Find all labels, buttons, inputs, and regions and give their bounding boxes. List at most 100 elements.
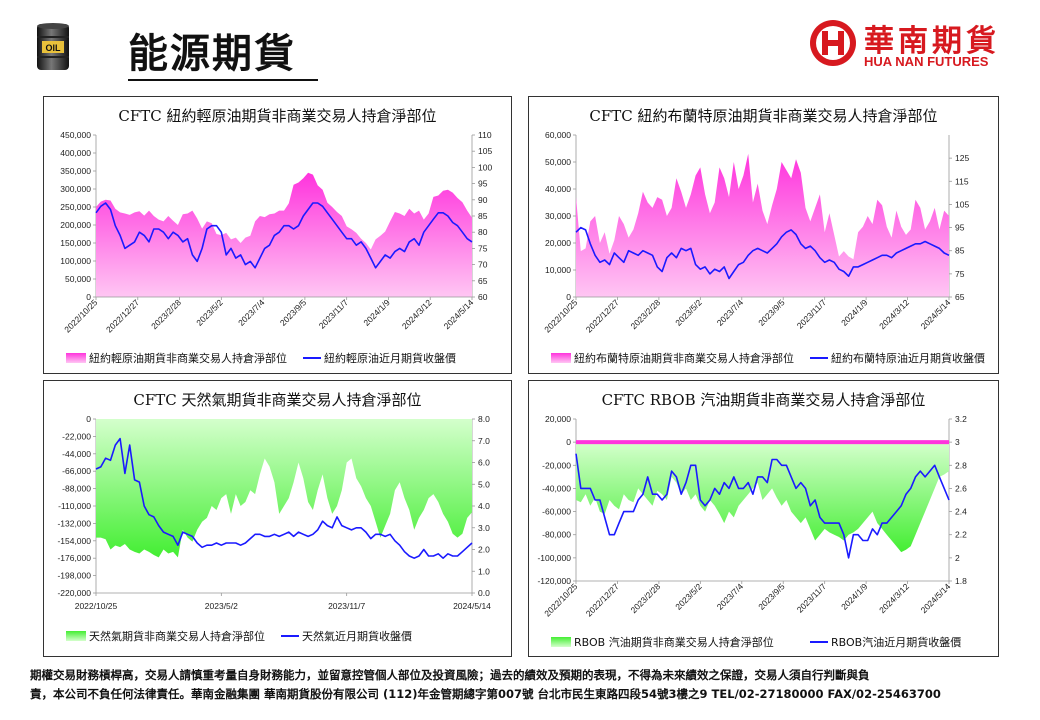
x-tick-label: 2023/11/7 (795, 581, 829, 615)
x-tick-label: 2023/5/2 (205, 601, 238, 611)
x-tick-label: 2023/2/28 (628, 297, 662, 331)
zero-band (576, 440, 949, 445)
y-tick-label-left: -120,000 (537, 576, 571, 586)
y-tick-label-left: 60,000 (545, 130, 571, 140)
oil-barrel-icon: OIL (36, 22, 70, 72)
y-tick-label-right: 105 (955, 199, 969, 209)
logo-text-zh: 華南期貨 (864, 24, 1000, 59)
x-tick-label: 2022/12/27 (584, 297, 621, 334)
x-tick-label: 2023/7/4 (715, 297, 746, 328)
line-series-brent (575, 226, 950, 280)
y-tick-label-right: 5.0 (478, 479, 490, 489)
barrel-label: OIL (46, 43, 62, 53)
line-series-natgas (95, 437, 473, 559)
y-tick-label-left: 450,000 (60, 130, 91, 140)
y-tick-label-left: 40,000 (545, 184, 571, 194)
y-tick-label-right: 1.8 (955, 576, 967, 586)
chart-rbob: CFTC RBOB 汽油期貨非商業交易人持倉淨部位 -120,000 -100,00… (537, 391, 967, 649)
x-tick-label: 2023/9/5 (756, 297, 787, 328)
y-tick-label-left: 10,000 (545, 265, 571, 275)
y-tick-label-right: 2.6 (955, 483, 967, 493)
y-tick-label-right: 3.0 (478, 523, 490, 533)
y-tick-label-right: 7.0 (478, 436, 490, 446)
y-tick-label-right: 85 (955, 246, 965, 256)
y-tick-label-left: -60,000 (542, 507, 571, 517)
y-tick-label-right: 2.0 (478, 545, 490, 555)
area-series-natgas (96, 419, 472, 558)
y-tick-label-right: 75 (955, 269, 965, 279)
line-series-rbob (575, 453, 950, 559)
area-series-rbob (576, 442, 949, 553)
chart-title: CFTC 紐約輕原油期貨非商業交易人持倉淨部位 (118, 107, 436, 125)
y-tick-label-left: 20,000 (545, 414, 571, 424)
x-tick-label: 2022/10/25 (542, 581, 579, 618)
legend-label-area: 天然氣期貨非商業交易人持倉淨部位 (89, 629, 265, 643)
y-tick-label-left: 150,000 (60, 238, 91, 248)
page-title: 能源期貨 (128, 31, 296, 77)
y-tick-label-left: -44,000 (62, 449, 91, 459)
y-tick-label-right: 6.0 (478, 458, 490, 468)
legend-swatch-area (551, 353, 571, 363)
x-tick-label: 2023/11/7 (795, 297, 829, 331)
y-tick-label-left: 0 (86, 414, 91, 424)
x-tick-label: 2024/5/14 (919, 581, 953, 615)
x-tick-label: 2023/11/7 (328, 601, 365, 611)
chart-title: CFTC 天然氣期貨非商業交易人持倉淨部位 (133, 391, 421, 409)
x-tick-label: 2024/5/14 (442, 297, 476, 331)
y-tick-label-right: 60 (478, 292, 488, 302)
y-tick-label-left: 30,000 (545, 211, 571, 221)
y-tick-label-left: -198,000 (57, 571, 91, 581)
disclaimer-line-1: 期權交易財務槓桿高，交易人請慎重考量自身財務能力，並留意控管個人部位及投資風險；… (30, 668, 870, 682)
x-tick-label: 2022/10/25 (75, 601, 118, 611)
chart-panel-wti: CFTC 紐約輕原油期貨非商業交易人持倉淨部位 0 50,000 100,000 150… (43, 96, 512, 374)
x-tick-label: 2022/12/27 (584, 581, 621, 618)
x-tick-label: 2024/5/14 (919, 297, 953, 331)
chart-natgas: CFTC 天然氣期貨非商業交易人持倉淨部位 0 -22,000 -44,000 -66,… (57, 391, 491, 643)
x-tick-label: 2023/11/7 (317, 297, 351, 331)
y-tick-label-left: -154,000 (57, 536, 91, 546)
area-series-brent (576, 153, 949, 297)
legend-label-area: 紐約輕原油期貨非商業交易人持倉淨部位 (89, 351, 287, 365)
x-tick-label: 2022/10/25 (62, 297, 99, 334)
x-tick-label: 2024/1/9 (839, 297, 870, 328)
y-tick-label-left: -220,000 (57, 588, 91, 598)
x-tick-label: 2024/1/9 (839, 581, 870, 612)
y-tick-label-left: -66,000 (62, 466, 91, 476)
y-tick-label-left: 300,000 (60, 184, 91, 194)
x-tick-label: 2022/10/25 (542, 297, 579, 334)
chart-panel-brent: CFTC 紐約布蘭特原油期貨非商業交易人持倉淨部位 0 10,000 20,000 30… (528, 96, 999, 374)
y-tick-label-right: 1.0 (478, 566, 490, 576)
y-tick-label-right: 75 (478, 243, 488, 253)
y-tick-label-right: 110 (478, 130, 492, 140)
x-tick-label: 2024/3/12 (877, 297, 911, 331)
y-tick-label-right: 65 (478, 276, 488, 286)
y-tick-label-left: 100,000 (60, 256, 91, 266)
x-tick-label: 2023/2/28 (628, 581, 662, 615)
y-tick-label-left: -40,000 (542, 483, 571, 493)
y-tick-label-left: 350,000 (60, 166, 91, 176)
y-tick-label-left: 20,000 (545, 238, 571, 248)
logo-text-en: HUA NAN FUTURES (864, 54, 989, 69)
x-tick-label: 2023/7/4 (236, 297, 267, 328)
legend-swatch-area (66, 631, 86, 641)
y-tick-label-right: 2 (955, 553, 960, 563)
y-tick-label-left: 0 (566, 292, 571, 302)
chart-brent: CFTC 紐約布蘭特原油期貨非商業交易人持倉淨部位 0 10,000 20,000 30… (542, 107, 985, 365)
y-tick-label-right: 4.0 (478, 501, 490, 511)
x-tick-label: 2023/9/5 (278, 297, 309, 328)
legend-label-line: 紐約輕原油近月期貨收盤價 (324, 351, 456, 365)
x-tick-label: 2024/5/14 (453, 601, 491, 611)
legend-swatch-area (551, 637, 571, 647)
y-tick-label-left: 50,000 (545, 157, 571, 167)
legend-label-line: 紐約布蘭特原油近月期貨收盤價 (831, 351, 985, 365)
chart-wti: CFTC 紐約輕原油期貨非商業交易人持倉淨部位 0 50,000 100,000 150… (60, 107, 492, 365)
y-tick-label-left: 50,000 (65, 274, 91, 284)
x-tick-label: 2023/9/5 (756, 581, 787, 612)
y-tick-label-right: 65 (955, 292, 965, 302)
disclaimer: 期權交易財務槓桿高，交易人請慎重考量自身財務能力，並留意控管個人部位及投資風險；… (30, 666, 1015, 704)
y-tick-label-left: -110,000 (58, 501, 91, 511)
line-series-wti (95, 202, 473, 269)
y-tick-label-right: 3.2 (955, 414, 967, 424)
y-tick-label-left: 0 (566, 437, 571, 447)
y-tick-label-left: -132,000 (57, 518, 91, 528)
